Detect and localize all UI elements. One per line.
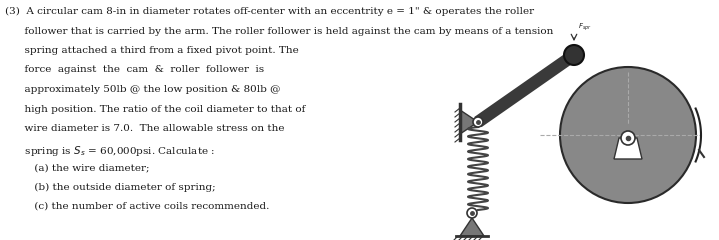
Text: (a) the wire diameter;: (a) the wire diameter; (5, 163, 150, 172)
Circle shape (560, 67, 696, 203)
Text: follower that is carried by the arm. The roller follower is held against the cam: follower that is carried by the arm. The… (5, 26, 554, 36)
Text: high position. The ratio of the coil diameter to that of: high position. The ratio of the coil dia… (5, 104, 306, 114)
Text: (b) the outside diameter of spring;: (b) the outside diameter of spring; (5, 182, 216, 192)
Circle shape (621, 131, 635, 145)
Circle shape (473, 117, 483, 127)
Text: force  against  the  cam  &  roller  follower  is: force against the cam & roller follower … (5, 66, 264, 74)
Text: (c) the number of active coils recommended.: (c) the number of active coils recommend… (5, 202, 270, 211)
Text: (3)  A circular cam 8-in in diameter rotates off-center with an eccentrity e = 1: (3) A circular cam 8-in in diameter rota… (5, 7, 534, 16)
Text: wire diameter is 7.0.  The allowable stress on the: wire diameter is 7.0. The allowable stre… (5, 124, 285, 133)
Polygon shape (460, 110, 478, 134)
Polygon shape (460, 218, 484, 236)
Polygon shape (614, 138, 642, 159)
Text: spring is $S_s$ = 60,000psi. Calculate :: spring is $S_s$ = 60,000psi. Calculate : (5, 144, 215, 157)
Text: approximately 50lb @ the low position & 80lb @: approximately 50lb @ the low position & … (5, 85, 280, 94)
Circle shape (467, 208, 477, 218)
Circle shape (564, 45, 584, 65)
Text: $F_{spr}$: $F_{spr}$ (578, 22, 592, 33)
Text: spring attached a third from a fixed pivot point. The: spring attached a third from a fixed piv… (5, 46, 299, 55)
